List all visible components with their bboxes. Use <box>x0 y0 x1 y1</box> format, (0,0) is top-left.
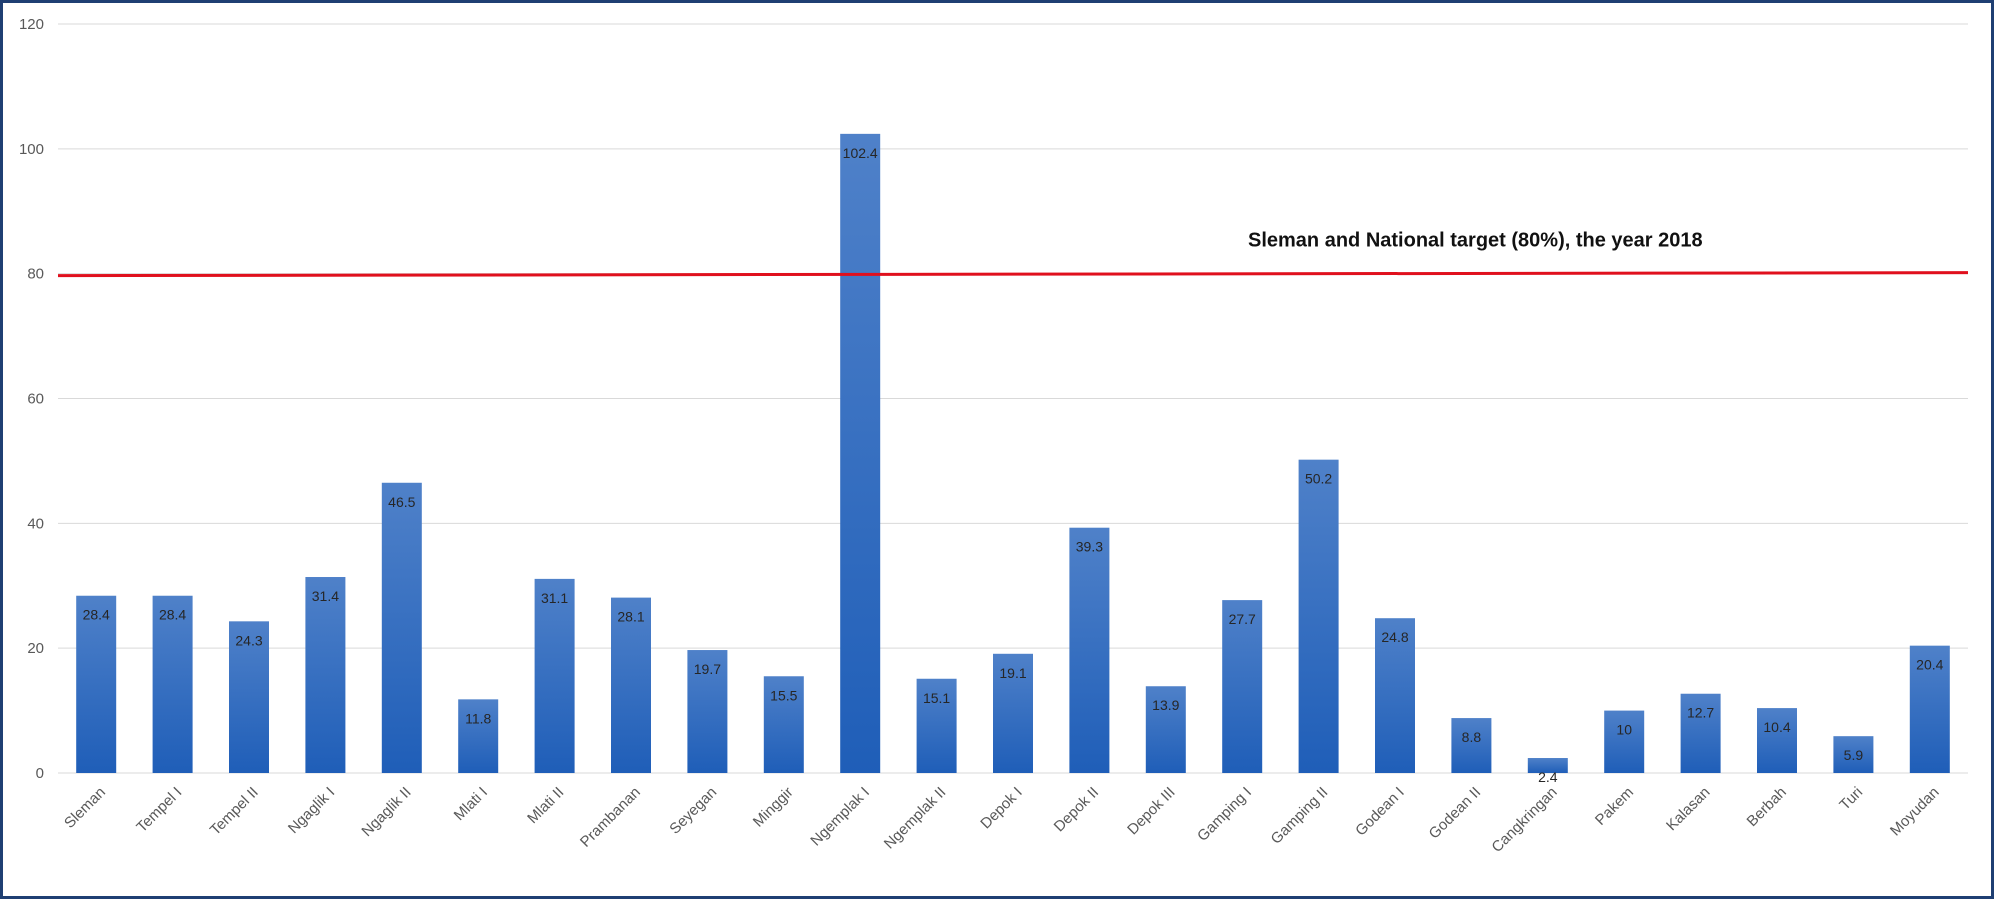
x-tick-label: Prambanan <box>577 784 644 851</box>
x-tick-label: Cangkringan <box>1488 784 1560 856</box>
x-tick-label: Tempel II <box>207 784 262 839</box>
data-label: 28.4 <box>159 607 186 623</box>
data-label: 39.3 <box>1076 539 1103 555</box>
x-axis-ticks: Sleman Tempel I Tempel II Ngaglik I Ngaglik … <box>61 784 1943 856</box>
x-tick-label: Ngemplak II <box>881 784 950 853</box>
x-tick-label: Minggir <box>750 784 797 831</box>
x-tick-label: Seyegan <box>666 784 720 838</box>
x-tick-label: Kalasan <box>1663 784 1713 834</box>
bar <box>229 621 269 773</box>
data-label: 13.9 <box>1152 697 1179 713</box>
y-tick-label: 20 <box>27 640 44 657</box>
y-tick-label: 40 <box>27 515 44 532</box>
y-axis-ticks: 0 20 40 60 80 100 120 <box>19 16 44 782</box>
bar <box>763 676 804 773</box>
x-tick-label: Mlati II <box>524 784 567 827</box>
data-label: 19.7 <box>694 661 721 677</box>
bar <box>305 577 346 773</box>
y-tick-label: 80 <box>27 266 44 283</box>
bar <box>1757 708 1797 773</box>
x-tick-label: Depok II <box>1051 784 1103 836</box>
x-tick-label: Ngaglik I <box>285 784 338 837</box>
data-label: 102.4 <box>843 145 878 161</box>
data-label: 15.5 <box>770 687 797 703</box>
target-line <box>57 271 1969 278</box>
data-label: 46.5 <box>388 494 415 510</box>
x-tick-label: Mlati I <box>451 784 491 824</box>
bar <box>1145 686 1186 773</box>
data-label: 2.4 <box>1538 769 1558 785</box>
x-tick-label: Sleman <box>61 784 109 832</box>
bar <box>1604 710 1645 773</box>
bar <box>1069 527 1110 773</box>
bar <box>1833 736 1874 773</box>
target-label: Sleman and National target (80%), the ye… <box>1248 230 1703 252</box>
bar <box>687 650 728 773</box>
bar <box>993 653 1033 773</box>
data-label: 8.8 <box>1462 729 1482 745</box>
data-label: 31.1 <box>541 590 568 606</box>
data-label: 15.1 <box>923 690 950 706</box>
data-label: 24.8 <box>1381 629 1408 645</box>
bar <box>1298 459 1339 773</box>
x-tick-label: Berbah <box>1744 784 1790 830</box>
bar <box>1222 600 1263 773</box>
y-tick-label: 60 <box>27 391 44 408</box>
x-tick-label: Ngemplak I <box>807 784 873 850</box>
bar <box>1527 758 1568 773</box>
data-label: 24.3 <box>235 632 262 648</box>
bar <box>152 595 193 773</box>
x-tick-label: Gamping II <box>1268 784 1332 848</box>
data-label: 27.7 <box>1229 611 1256 627</box>
x-tick-label: Godean II <box>1426 784 1485 843</box>
bar <box>76 595 117 773</box>
y-tick-label: 120 <box>19 16 44 33</box>
data-label: 50.2 <box>1305 471 1332 487</box>
x-tick-label: Godean I <box>1352 784 1408 840</box>
bar <box>534 578 575 773</box>
bar <box>1909 645 1950 773</box>
data-labels: 28.4 28.4 24.3 31.4 46.5 11.8 31.1 28.1 19.7 15.5… <box>83 145 1944 785</box>
data-label: 12.7 <box>1687 705 1714 721</box>
bars <box>76 133 1950 773</box>
data-label: 10 <box>1616 722 1632 738</box>
data-label: 10.4 <box>1763 719 1790 735</box>
bar <box>381 482 422 773</box>
x-tick-label: Pakem <box>1592 784 1637 829</box>
x-tick-label: Ngaglik II <box>358 784 414 840</box>
x-tick-label: Moyudan <box>1887 784 1943 840</box>
y-tick-label: 0 <box>36 765 44 782</box>
data-label: 31.4 <box>312 588 339 604</box>
bar <box>611 597 651 773</box>
data-label: 11.8 <box>465 710 491 726</box>
data-label: 5.9 <box>1844 747 1864 763</box>
data-label: 20.4 <box>1916 657 1943 673</box>
bar <box>1680 693 1721 773</box>
x-tick-label: Gamping I <box>1194 784 1255 845</box>
x-tick-label: Tempel I <box>133 784 185 836</box>
data-label: 19.1 <box>999 665 1026 681</box>
x-tick-label: Depok I <box>977 784 1026 833</box>
bar <box>1451 718 1492 773</box>
y-tick-label: 100 <box>19 141 44 158</box>
bar <box>916 678 957 773</box>
x-tick-label: Depok III <box>1124 784 1178 838</box>
data-label: 28.1 <box>617 609 644 625</box>
bar <box>1375 618 1415 773</box>
bar <box>840 133 881 773</box>
data-label: 28.4 <box>83 607 110 623</box>
bar <box>458 699 499 773</box>
x-tick-label: Turi <box>1836 784 1866 814</box>
